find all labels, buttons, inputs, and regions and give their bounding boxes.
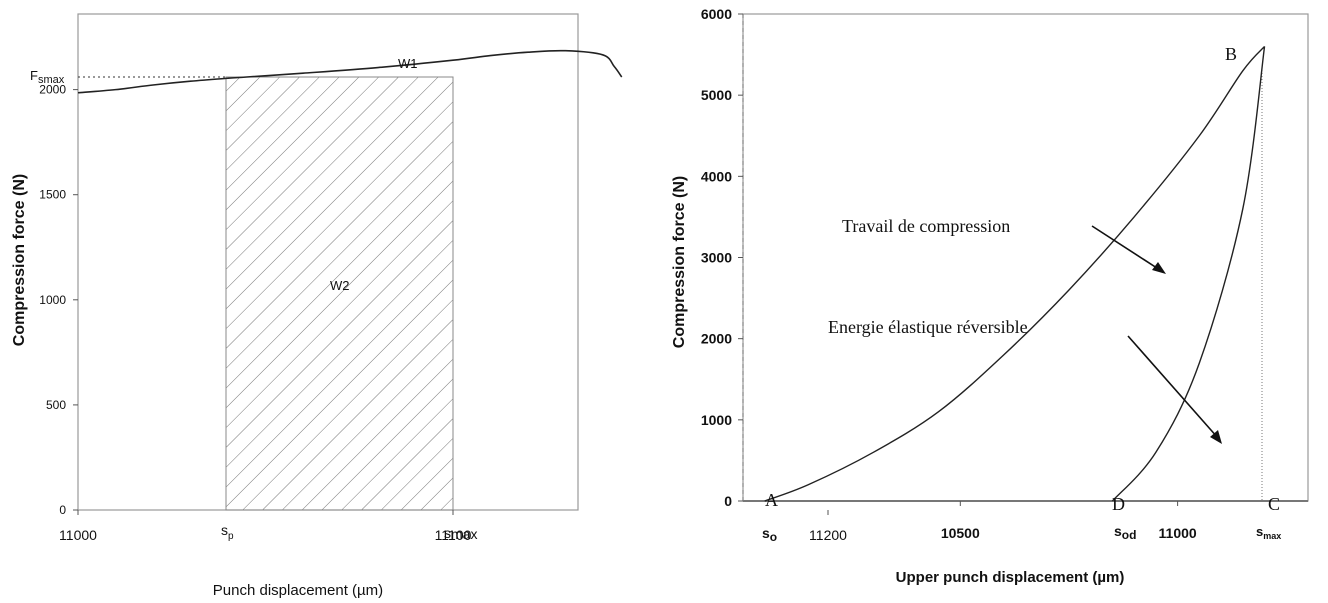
arrow-travail-line bbox=[1091, 225, 1161, 271]
w1-label: W1 bbox=[398, 56, 418, 71]
point-d-label: D bbox=[1112, 494, 1125, 514]
arrow-travail-head bbox=[1152, 262, 1166, 274]
right-x-smax-label: smax bbox=[1256, 524, 1281, 541]
left-y-tick-label: 2000 bbox=[39, 83, 66, 97]
right-y-tick-label: 6000 bbox=[701, 6, 732, 22]
left-x-axis-title: Punch displacement (µm) bbox=[213, 582, 383, 599]
left-y-tick-label: 0 bbox=[59, 503, 66, 517]
fsmax-label: Fsmax bbox=[30, 68, 65, 86]
left-x-tick-label: 11200 bbox=[809, 527, 847, 543]
right-y-tick-label: 0 bbox=[724, 493, 732, 509]
arrow-energie-head bbox=[1210, 430, 1222, 444]
left-x-sp-label: sp bbox=[221, 522, 234, 542]
left-x-tick-label: 11000 bbox=[59, 527, 97, 543]
right-y-tick-label: 4000 bbox=[701, 168, 732, 184]
left-y-tick-label: 1000 bbox=[39, 293, 66, 307]
right-x-ticks: 10500 11000 bbox=[941, 501, 1197, 541]
right-x-tick-label: 11000 bbox=[1159, 525, 1197, 541]
left-y-ticks: 0 500 1000 1500 2000 bbox=[39, 83, 78, 517]
unloading-curve bbox=[1111, 46, 1266, 502]
right-x-sod-label: sod bbox=[1114, 523, 1136, 542]
right-x-so-label: so bbox=[762, 525, 777, 544]
left-y-tick-label: 1500 bbox=[39, 188, 66, 202]
left-chart: 0 500 1000 1500 2000 11000 11100 11200 Fsmax W… bbox=[11, 13, 847, 599]
left-x-smax-label: smax bbox=[444, 525, 477, 542]
left-y-tick-label: 500 bbox=[46, 398, 66, 412]
left-y-axis-title: Compression force (N) bbox=[11, 174, 28, 346]
right-chart: 0 1000 2000 3000 4000 5000 6000 10500 11000 A B… bbox=[671, 6, 1309, 586]
arrow-energie-line bbox=[1127, 335, 1219, 439]
point-a-label: A bbox=[765, 490, 778, 510]
annotation-travail: Travail de compression bbox=[842, 216, 1010, 236]
right-x-axis-title: Upper punch displacement (µm) bbox=[896, 569, 1125, 586]
right-y-ticks: 0 1000 2000 3000 4000 5000 6000 bbox=[701, 6, 743, 509]
right-y-tick-label: 5000 bbox=[701, 87, 732, 103]
point-c-label: C bbox=[1268, 494, 1280, 514]
right-x-tick-label: 10500 bbox=[941, 525, 980, 541]
point-b-label: B bbox=[1225, 44, 1237, 64]
right-plot-frame bbox=[742, 13, 1309, 502]
w2-label: W2 bbox=[330, 278, 350, 293]
left-x-ticks: 11000 11100 11200 bbox=[59, 510, 847, 543]
w2-hatched-area bbox=[225, 76, 454, 511]
right-y-tick-label: 1000 bbox=[701, 412, 732, 428]
right-y-axis-title: Compression force (N) bbox=[671, 176, 688, 348]
annotation-energie: Energie élastique réversible bbox=[828, 317, 1028, 337]
left-x-tick-label: 11100 bbox=[435, 527, 472, 543]
left-series-curve bbox=[77, 49, 623, 94]
right-y-tick-label: 3000 bbox=[701, 250, 732, 266]
loading-curve bbox=[764, 45, 1266, 502]
right-y-tick-label: 2000 bbox=[701, 331, 732, 347]
